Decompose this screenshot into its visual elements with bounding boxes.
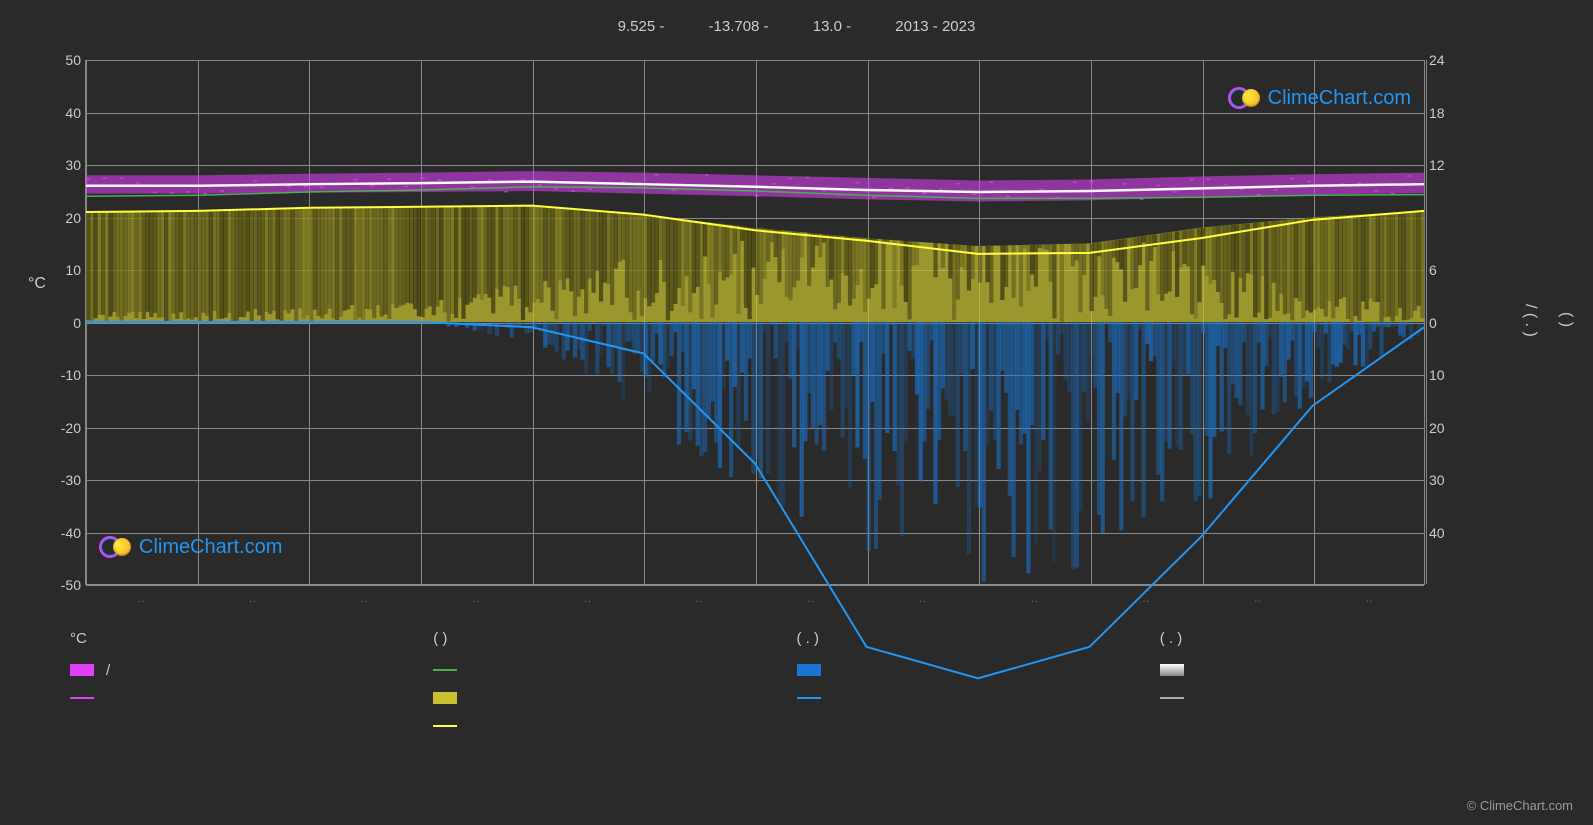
legend-item (1160, 689, 1523, 707)
y-tick-left: 50 (41, 52, 81, 68)
legend-swatch (1160, 697, 1184, 699)
legend-headers: °C ( ) ( . ) ( . ) (70, 630, 1523, 647)
y-tick-left: 0 (41, 315, 81, 331)
chart-legend: °C ( ) ( . ) ( . ) / (70, 630, 1523, 780)
y-tick-right: 10 (1429, 367, 1459, 383)
y-tick-right: 0 (1429, 315, 1459, 331)
legend-label: / (106, 662, 110, 679)
brand-text: ClimeChart.com (139, 536, 282, 559)
legend-col-3 (797, 661, 1160, 735)
legend-col-2 (433, 661, 796, 735)
x-tick: .. (807, 590, 814, 605)
y-tick-right: 40 (1429, 525, 1459, 541)
legend-header-1: ( ) (433, 630, 796, 647)
y-tick-left: -10 (41, 367, 81, 383)
y-tick-left: 30 (41, 157, 81, 173)
legend-item (70, 689, 433, 707)
x-tick: .. (1142, 590, 1149, 605)
legend-item (797, 661, 1160, 679)
copyright-text: © ClimeChart.com (1467, 798, 1573, 813)
legend-swatch (70, 697, 94, 699)
watermark-bottom: ClimeChart.com (99, 535, 282, 559)
y-axis-right-label: ( ) / ( . ) (1521, 220, 1575, 420)
header-years: 2013 - 2023 (895, 18, 975, 35)
legend-col-1: / (70, 661, 433, 735)
legend-swatch (433, 669, 457, 671)
y-tick-right: 20 (1429, 420, 1459, 436)
legend-item (433, 661, 796, 679)
watermark-top: ClimeChart.com (1228, 86, 1411, 110)
legend-item: / (70, 661, 433, 679)
legend-item (433, 717, 796, 735)
brand-logo-icon (1228, 86, 1262, 110)
brand-logo-icon (99, 535, 133, 559)
legend-swatch (1160, 664, 1184, 676)
legend-swatch (70, 664, 94, 676)
y-tick-left: 40 (41, 105, 81, 121)
x-tick: .. (1366, 590, 1373, 605)
y-tick-left: -50 (41, 577, 81, 593)
legend-swatch (797, 664, 821, 676)
y-tick-right: 18 (1429, 105, 1459, 121)
x-tick: .. (472, 590, 479, 605)
legend-swatch (797, 697, 821, 699)
y-tick-left: 10 (41, 262, 81, 278)
header-lon: -13.708 - (709, 18, 769, 35)
x-tick: .. (249, 590, 256, 605)
x-tick: .. (696, 590, 703, 605)
chart-plot-area: -50-40-30-20-100102030405006121824102030… (85, 60, 1425, 585)
x-tick: .. (137, 590, 144, 605)
legend-item (433, 689, 796, 707)
legend-item (797, 689, 1160, 707)
y-tick-left: -30 (41, 472, 81, 488)
x-axis-labels: ........................ (85, 590, 1425, 606)
legend-header-0: °C (70, 630, 433, 647)
y-tick-right: 30 (1429, 472, 1459, 488)
legend-header-3: ( . ) (1160, 630, 1523, 647)
x-tick: .. (1254, 590, 1261, 605)
y-tick-left: -40 (41, 525, 81, 541)
x-tick: .. (919, 590, 926, 605)
chart-header: 9.525 - -13.708 - 13.0 - 2013 - 2023 (0, 18, 1593, 35)
y-tick-left: -20 (41, 420, 81, 436)
legend-col-4 (1160, 661, 1523, 735)
legend-item (1160, 661, 1523, 679)
brand-text: ClimeChart.com (1268, 87, 1411, 110)
header-lat: 9.525 - (618, 18, 665, 35)
x-tick: .. (1031, 590, 1038, 605)
y-tick-left: 20 (41, 210, 81, 226)
legend-columns: / (70, 661, 1523, 735)
x-tick: .. (361, 590, 368, 605)
y-tick-right: 6 (1429, 262, 1459, 278)
header-alt: 13.0 - (813, 18, 851, 35)
legend-swatch (433, 692, 457, 704)
x-tick: .. (584, 590, 591, 605)
plot-box: -50-40-30-20-100102030405006121824102030… (85, 60, 1425, 585)
legend-swatch (433, 725, 457, 727)
y-tick-right: 12 (1429, 157, 1459, 173)
y-tick-right: 24 (1429, 52, 1459, 68)
legend-header-2: ( . ) (797, 630, 1160, 647)
